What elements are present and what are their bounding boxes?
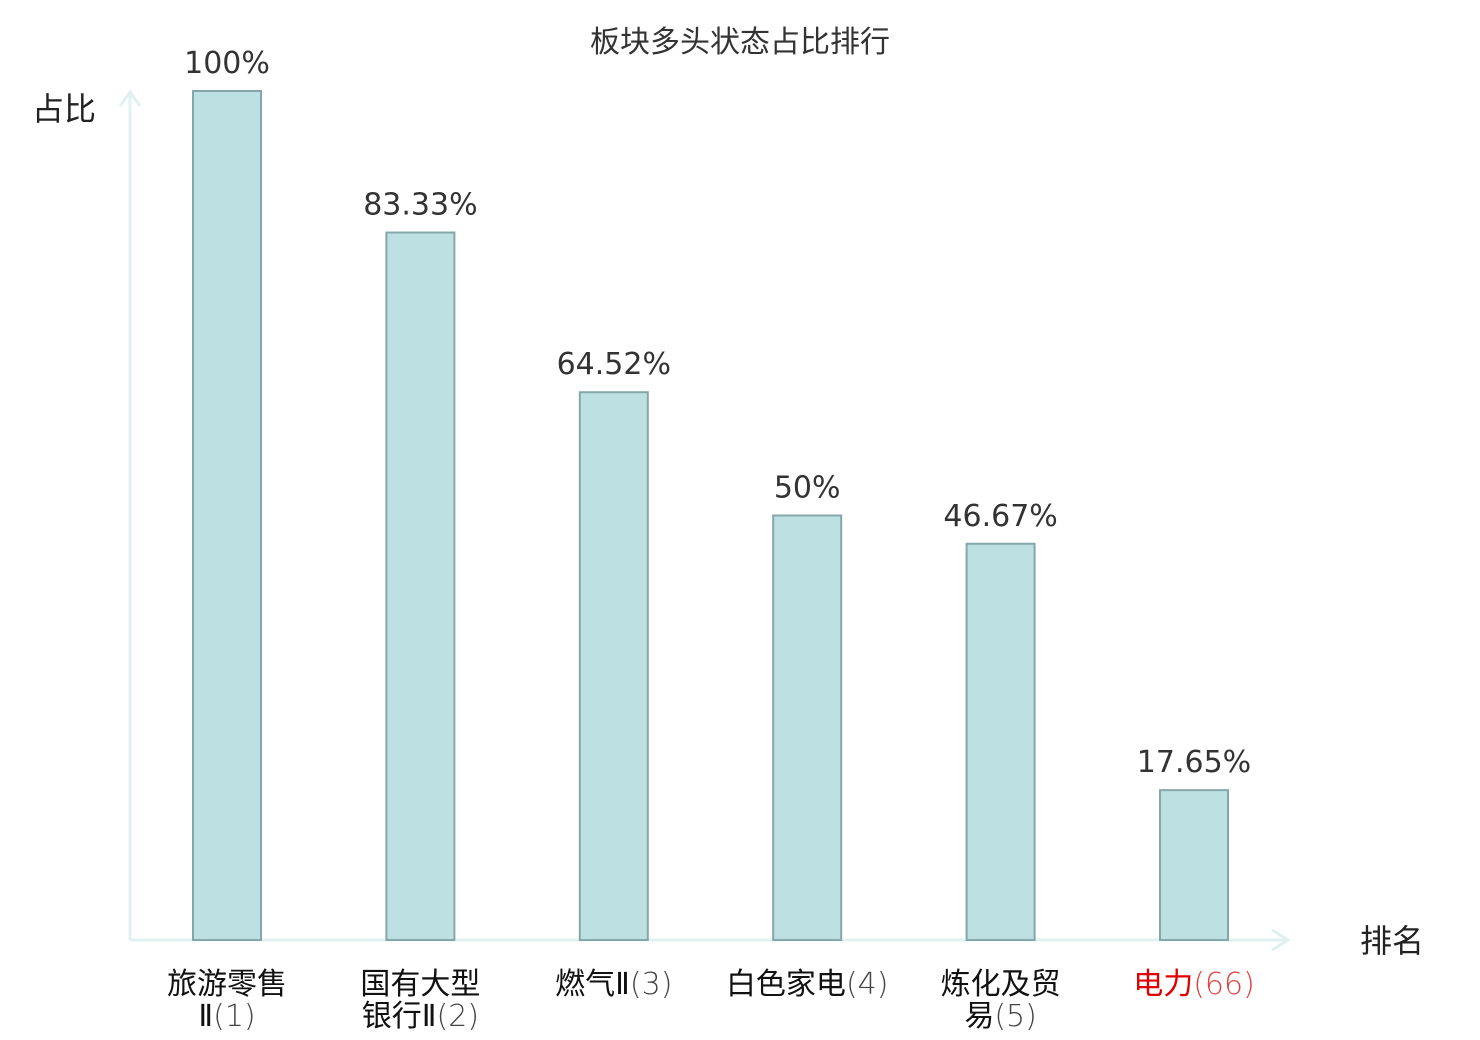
x-tick-label: 旅游零售 xyxy=(167,967,287,1002)
axes xyxy=(118,89,1291,952)
x-tick-rank: (4) xyxy=(846,967,889,1002)
x-tick-label: 国有大型 xyxy=(360,967,480,1002)
x-tick-label: 炼化及贸 xyxy=(941,967,1061,1002)
data-label: 17.65% xyxy=(1137,745,1251,780)
x-tick-rank: (66) xyxy=(1193,967,1255,1002)
x-axis-arrow-icon xyxy=(1271,928,1291,952)
x-tick-label: 白色家电(4) xyxy=(726,967,889,1002)
data-label: 83.33% xyxy=(363,188,477,223)
x-tick-name: 电力 xyxy=(1133,967,1193,1002)
x-tick-rank: (1) xyxy=(213,999,256,1034)
x-axis-label: 排名 xyxy=(1360,922,1424,960)
x-tick-name: 燃气Ⅱ xyxy=(555,967,630,1002)
x-tick-label-line2: Ⅱ(1) xyxy=(198,999,255,1034)
x-tick-label-line2: 易(5) xyxy=(964,999,1037,1034)
x-tick-name: 旅游零售 xyxy=(167,967,287,1002)
x-tick-rank: (3) xyxy=(630,967,673,1002)
y-axis-arrow-icon xyxy=(118,89,142,107)
data-label: 100% xyxy=(184,46,270,81)
x-tick-rank: (2) xyxy=(437,999,480,1034)
x-tick-label: 燃气Ⅱ(3) xyxy=(555,967,672,1002)
y-axis-label: 占比 xyxy=(32,90,96,128)
data-label: 64.52% xyxy=(557,347,671,382)
chart-title: 板块多头状态占比排行 xyxy=(590,25,890,60)
x-tick-name-line2: Ⅱ xyxy=(198,999,213,1034)
x-tick-name: 白色家电 xyxy=(726,967,846,1002)
x-tick-name: 炼化及贸 xyxy=(941,967,1061,1002)
bar xyxy=(385,231,456,941)
data-label: 46.67% xyxy=(943,499,1057,534)
data-label: 50% xyxy=(774,471,841,506)
x-tick-name-line2: 银行Ⅱ xyxy=(362,999,437,1034)
bar xyxy=(192,90,262,941)
bar xyxy=(1159,789,1229,941)
x-tick-rank: (5) xyxy=(994,999,1037,1034)
bars-group xyxy=(192,90,1229,942)
x-tick-label: 电力(66) xyxy=(1133,967,1255,1002)
bar xyxy=(965,542,1036,942)
x-tick-name: 国有大型 xyxy=(360,967,480,1002)
bar xyxy=(578,391,649,941)
x-tick-name-line2: 易 xyxy=(964,999,994,1034)
x-tick-label-line2: 银行Ⅱ(2) xyxy=(362,999,479,1034)
bar xyxy=(772,514,843,941)
value-labels-group: 100% 83.33% 64.52% 50% 46.67% 17.65% xyxy=(184,46,1251,780)
